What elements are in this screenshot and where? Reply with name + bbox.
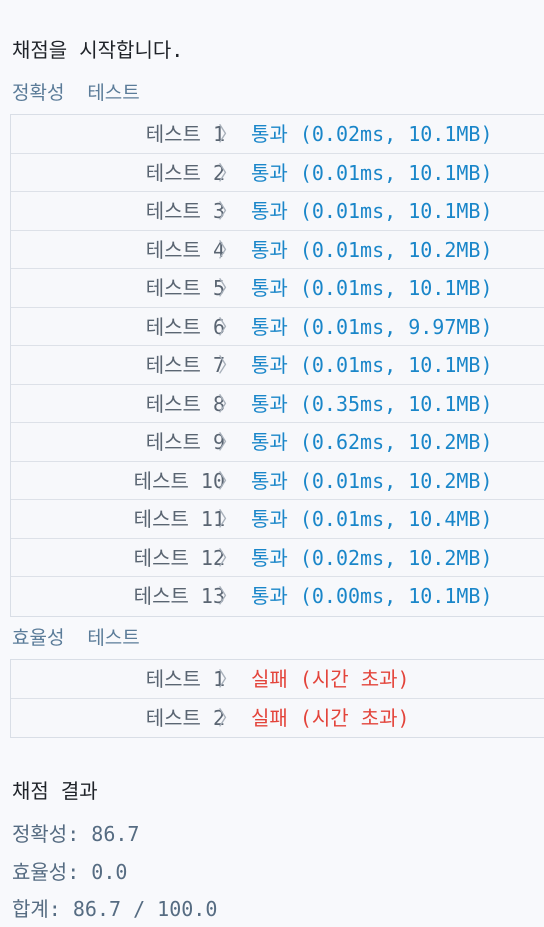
test-row[interactable]: 테스트 1 〉 실패 (시간 초과): [11, 660, 544, 699]
test-row[interactable]: 테스트 9 〉 통과 (0.62ms, 10.2MB): [11, 423, 544, 462]
test-result: 통과 (0.00ms, 10.1MB): [251, 584, 493, 608]
test-result: 통과 (0.01ms, 10.2MB): [251, 468, 493, 493]
test-result: 통과 (0.01ms, 10.1MB): [251, 199, 493, 223]
test-name: 테스트 11: [133, 507, 225, 531]
chevron-right-icon: 〉: [218, 584, 238, 608]
test-row[interactable]: 테스트 13 〉 통과 (0.00ms, 10.1MB): [11, 577, 544, 616]
test-row[interactable]: 테스트 4 〉 통과 (0.01ms, 10.2MB): [11, 231, 544, 269]
test-row[interactable]: 테스트 3 〉 통과 (0.01ms, 10.1MB): [11, 192, 544, 231]
chevron-right-icon: 〉: [218, 160, 238, 185]
chevron-right-icon: 〉: [218, 276, 238, 300]
grading-result-title: 채점 결과: [12, 779, 98, 803]
test-row[interactable]: 테스트 10 〉 통과 (0.01ms, 10.2MB): [11, 462, 544, 500]
accuracy-section-label: 정확성 테스트: [12, 82, 140, 104]
test-row[interactable]: 테스트 1 〉 통과 (0.02ms, 10.1MB): [11, 115, 544, 154]
test-row[interactable]: 테스트 2 〉 통과 (0.01ms, 10.1MB): [11, 154, 544, 192]
chevron-right-icon: 〉: [218, 705, 238, 730]
test-result: 통과 (0.35ms, 10.1MB): [251, 391, 493, 416]
total-score: 합계: 86.7 / 100.0: [12, 897, 218, 921]
test-row[interactable]: 테스트 2 〉 실패 (시간 초과): [11, 699, 544, 738]
test-name: 테스트 1: [145, 667, 225, 691]
test-result: 통과 (0.01ms, 10.1MB): [251, 276, 493, 300]
chevron-right-icon: 〉: [218, 430, 238, 454]
chevron-right-icon: 〉: [218, 391, 238, 416]
test-name: 테스트 1: [145, 122, 225, 146]
test-row[interactable]: 테스트 6 〉 통과 (0.01ms, 9.97MB): [11, 308, 544, 346]
test-name: 테스트 5: [145, 276, 225, 300]
test-result: 통과 (0.02ms, 10.2MB): [251, 545, 493, 570]
accuracy-test-table: 테스트 1 〉 통과 (0.02ms, 10.1MB) 테스트 2 〉 통과 (…: [10, 114, 544, 617]
chevron-right-icon: 〉: [218, 314, 238, 339]
chevron-right-icon: 〉: [218, 353, 238, 377]
test-result: 통과 (0.01ms, 10.1MB): [251, 160, 493, 185]
efficiency-test-table: 테스트 1 〉 실패 (시간 초과) 테스트 2 〉 실패 (시간 초과): [10, 659, 544, 738]
efficiency-score: 효율성: 0.0: [12, 860, 128, 884]
accuracy-score: 정확성: 86.7: [12, 822, 140, 846]
test-name: 테스트 9: [145, 430, 225, 454]
test-result: 실패 (시간 초과): [251, 705, 410, 730]
test-row[interactable]: 테스트 8 〉 통과 (0.35ms, 10.1MB): [11, 385, 544, 423]
test-result: 통과 (0.02ms, 10.1MB): [251, 122, 493, 146]
test-name: 테스트 6: [145, 314, 225, 339]
test-row[interactable]: 테스트 7 〉 통과 (0.01ms, 10.1MB): [11, 346, 544, 385]
test-result: 통과 (0.01ms, 10.2MB): [251, 237, 493, 262]
test-name: 테스트 2: [145, 705, 225, 730]
test-name: 테스트 13: [133, 584, 225, 608]
test-name: 테스트 3: [145, 199, 225, 223]
test-name: 테스트 4: [145, 237, 225, 262]
test-row[interactable]: 테스트 11 〉 통과 (0.01ms, 10.4MB): [11, 500, 544, 539]
grading-start-text: 채점을 시작합니다.: [12, 38, 184, 62]
test-result: 통과 (0.62ms, 10.2MB): [251, 430, 493, 454]
test-result: 통과 (0.01ms, 9.97MB): [251, 314, 493, 339]
test-row[interactable]: 테스트 5 〉 통과 (0.01ms, 10.1MB): [11, 269, 544, 308]
test-result: 통과 (0.01ms, 10.4MB): [251, 507, 493, 531]
test-name: 테스트 10: [133, 468, 225, 493]
test-result: 통과 (0.01ms, 10.1MB): [251, 353, 493, 377]
chevron-right-icon: 〉: [218, 667, 238, 691]
test-name: 테스트 2: [145, 160, 225, 185]
test-name: 테스트 12: [133, 545, 225, 570]
test-result: 실패 (시간 초과): [251, 667, 410, 691]
test-row[interactable]: 테스트 12 〉 통과 (0.02ms, 10.2MB): [11, 539, 544, 577]
efficiency-section-label: 효율성 테스트: [12, 627, 140, 649]
chevron-right-icon: 〉: [218, 237, 238, 262]
chevron-right-icon: 〉: [218, 122, 238, 146]
test-name: 테스트 8: [145, 391, 225, 416]
chevron-right-icon: 〉: [218, 507, 238, 531]
chevron-right-icon: 〉: [218, 545, 238, 570]
chevron-right-icon: 〉: [218, 199, 238, 223]
chevron-right-icon: 〉: [218, 468, 238, 493]
test-name: 테스트 7: [145, 353, 225, 377]
